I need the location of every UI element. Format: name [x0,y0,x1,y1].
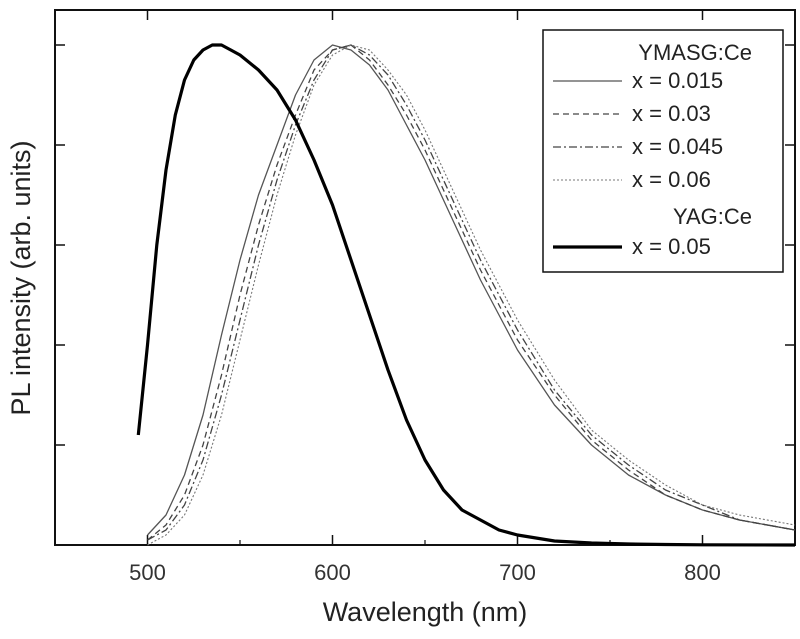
legend-label-2: x = 0.045 [632,134,723,159]
x-tick-label: 800 [684,560,721,585]
x-tick-label: 600 [314,560,351,585]
legend-entries: x = 0.015 x = 0.03 x = 0.045 x = 0.06 x = 0.… [553,68,723,259]
series-line-3 [147,44,796,546]
series-lines [136,43,796,547]
series-line-4 [136,43,796,547]
series-line-1 [147,44,796,541]
x-axis-title: Wavelength (nm) [323,597,528,627]
legend-label-1: x = 0.03 [632,101,711,126]
plot-area [54,9,796,547]
y-axis-ticks [55,44,795,446]
legend-group1-title: YMASG:Ce [638,40,752,65]
legend-box [542,29,784,273]
x-tick-label: 700 [499,560,536,585]
series-line-0 [147,44,796,536]
x-tick-label: 500 [129,560,166,585]
legend-group2-title: YAG:Ce [673,204,752,229]
legend-label-4: x = 0.05 [632,234,711,259]
legend-label-0: x = 0.015 [632,68,723,93]
legend-label-3: x = 0.06 [632,167,711,192]
x-tick-labels: 500 600 700 800 [129,560,721,585]
y-axis-title: PL intensity (arb. units) [6,140,36,415]
